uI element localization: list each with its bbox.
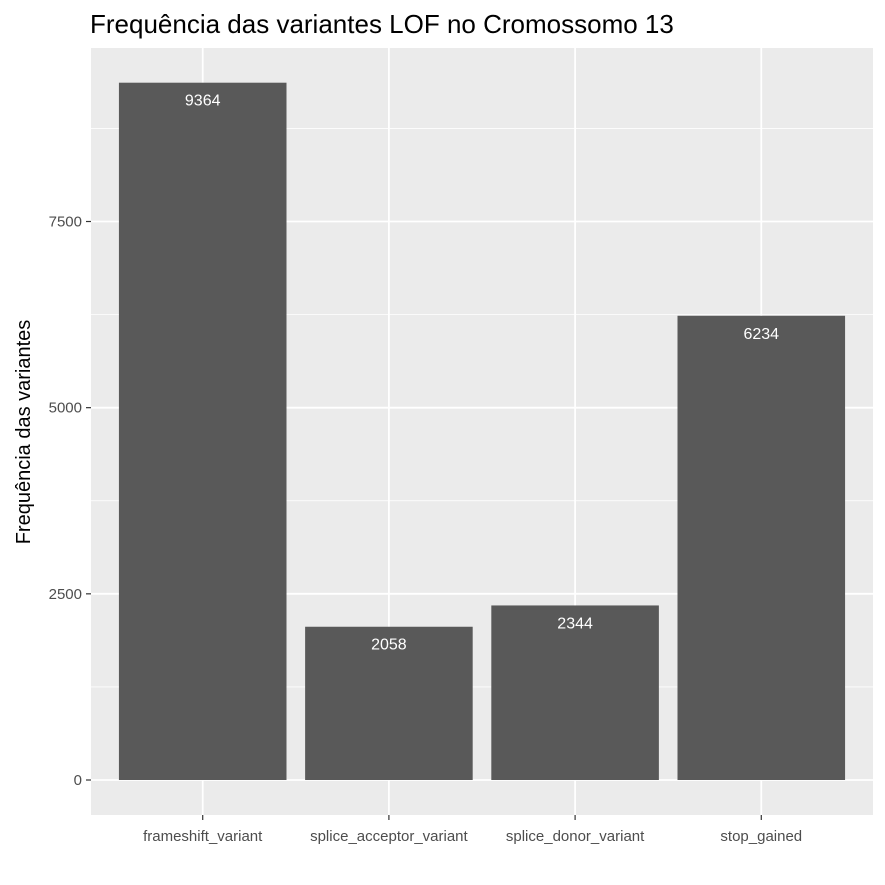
- bars: [118, 82, 846, 781]
- x-tick-label: frameshift_variant: [143, 828, 263, 845]
- x-tick-label: splice_donor_variant: [506, 828, 645, 845]
- x-tick-label: splice_acceptor_variant: [310, 828, 468, 845]
- bar-splice_acceptor_variant: [305, 626, 473, 781]
- bar-frameshift_variant: [118, 82, 287, 781]
- x-axis: frameshift_variant splice_acceptor_varian…: [143, 815, 802, 845]
- bar-value-label: 2344: [557, 615, 593, 632]
- bar-value-label: 9364: [185, 93, 221, 110]
- bar-value-labels: 9364 2058 2344 6234: [185, 93, 779, 654]
- y-tick-label: 7500: [49, 214, 82, 231]
- x-tick-label: stop_gained: [720, 828, 802, 845]
- bar-stop_gained: [677, 315, 846, 781]
- y-tick-label: 5000: [49, 400, 82, 417]
- y-axis-label: Frequência das variantes: [13, 320, 35, 545]
- bar-value-label: 2058: [371, 637, 407, 654]
- chart-title: Frequência das variantes LOF no Cromosso…: [90, 9, 674, 39]
- bar-value-label: 6234: [743, 326, 779, 343]
- y-axis: 0 2500 5000 7500: [49, 214, 91, 789]
- y-tick-label: 2500: [49, 586, 82, 603]
- y-tick-label: 0: [74, 772, 82, 789]
- bar-splice_donor_variant: [491, 605, 659, 781]
